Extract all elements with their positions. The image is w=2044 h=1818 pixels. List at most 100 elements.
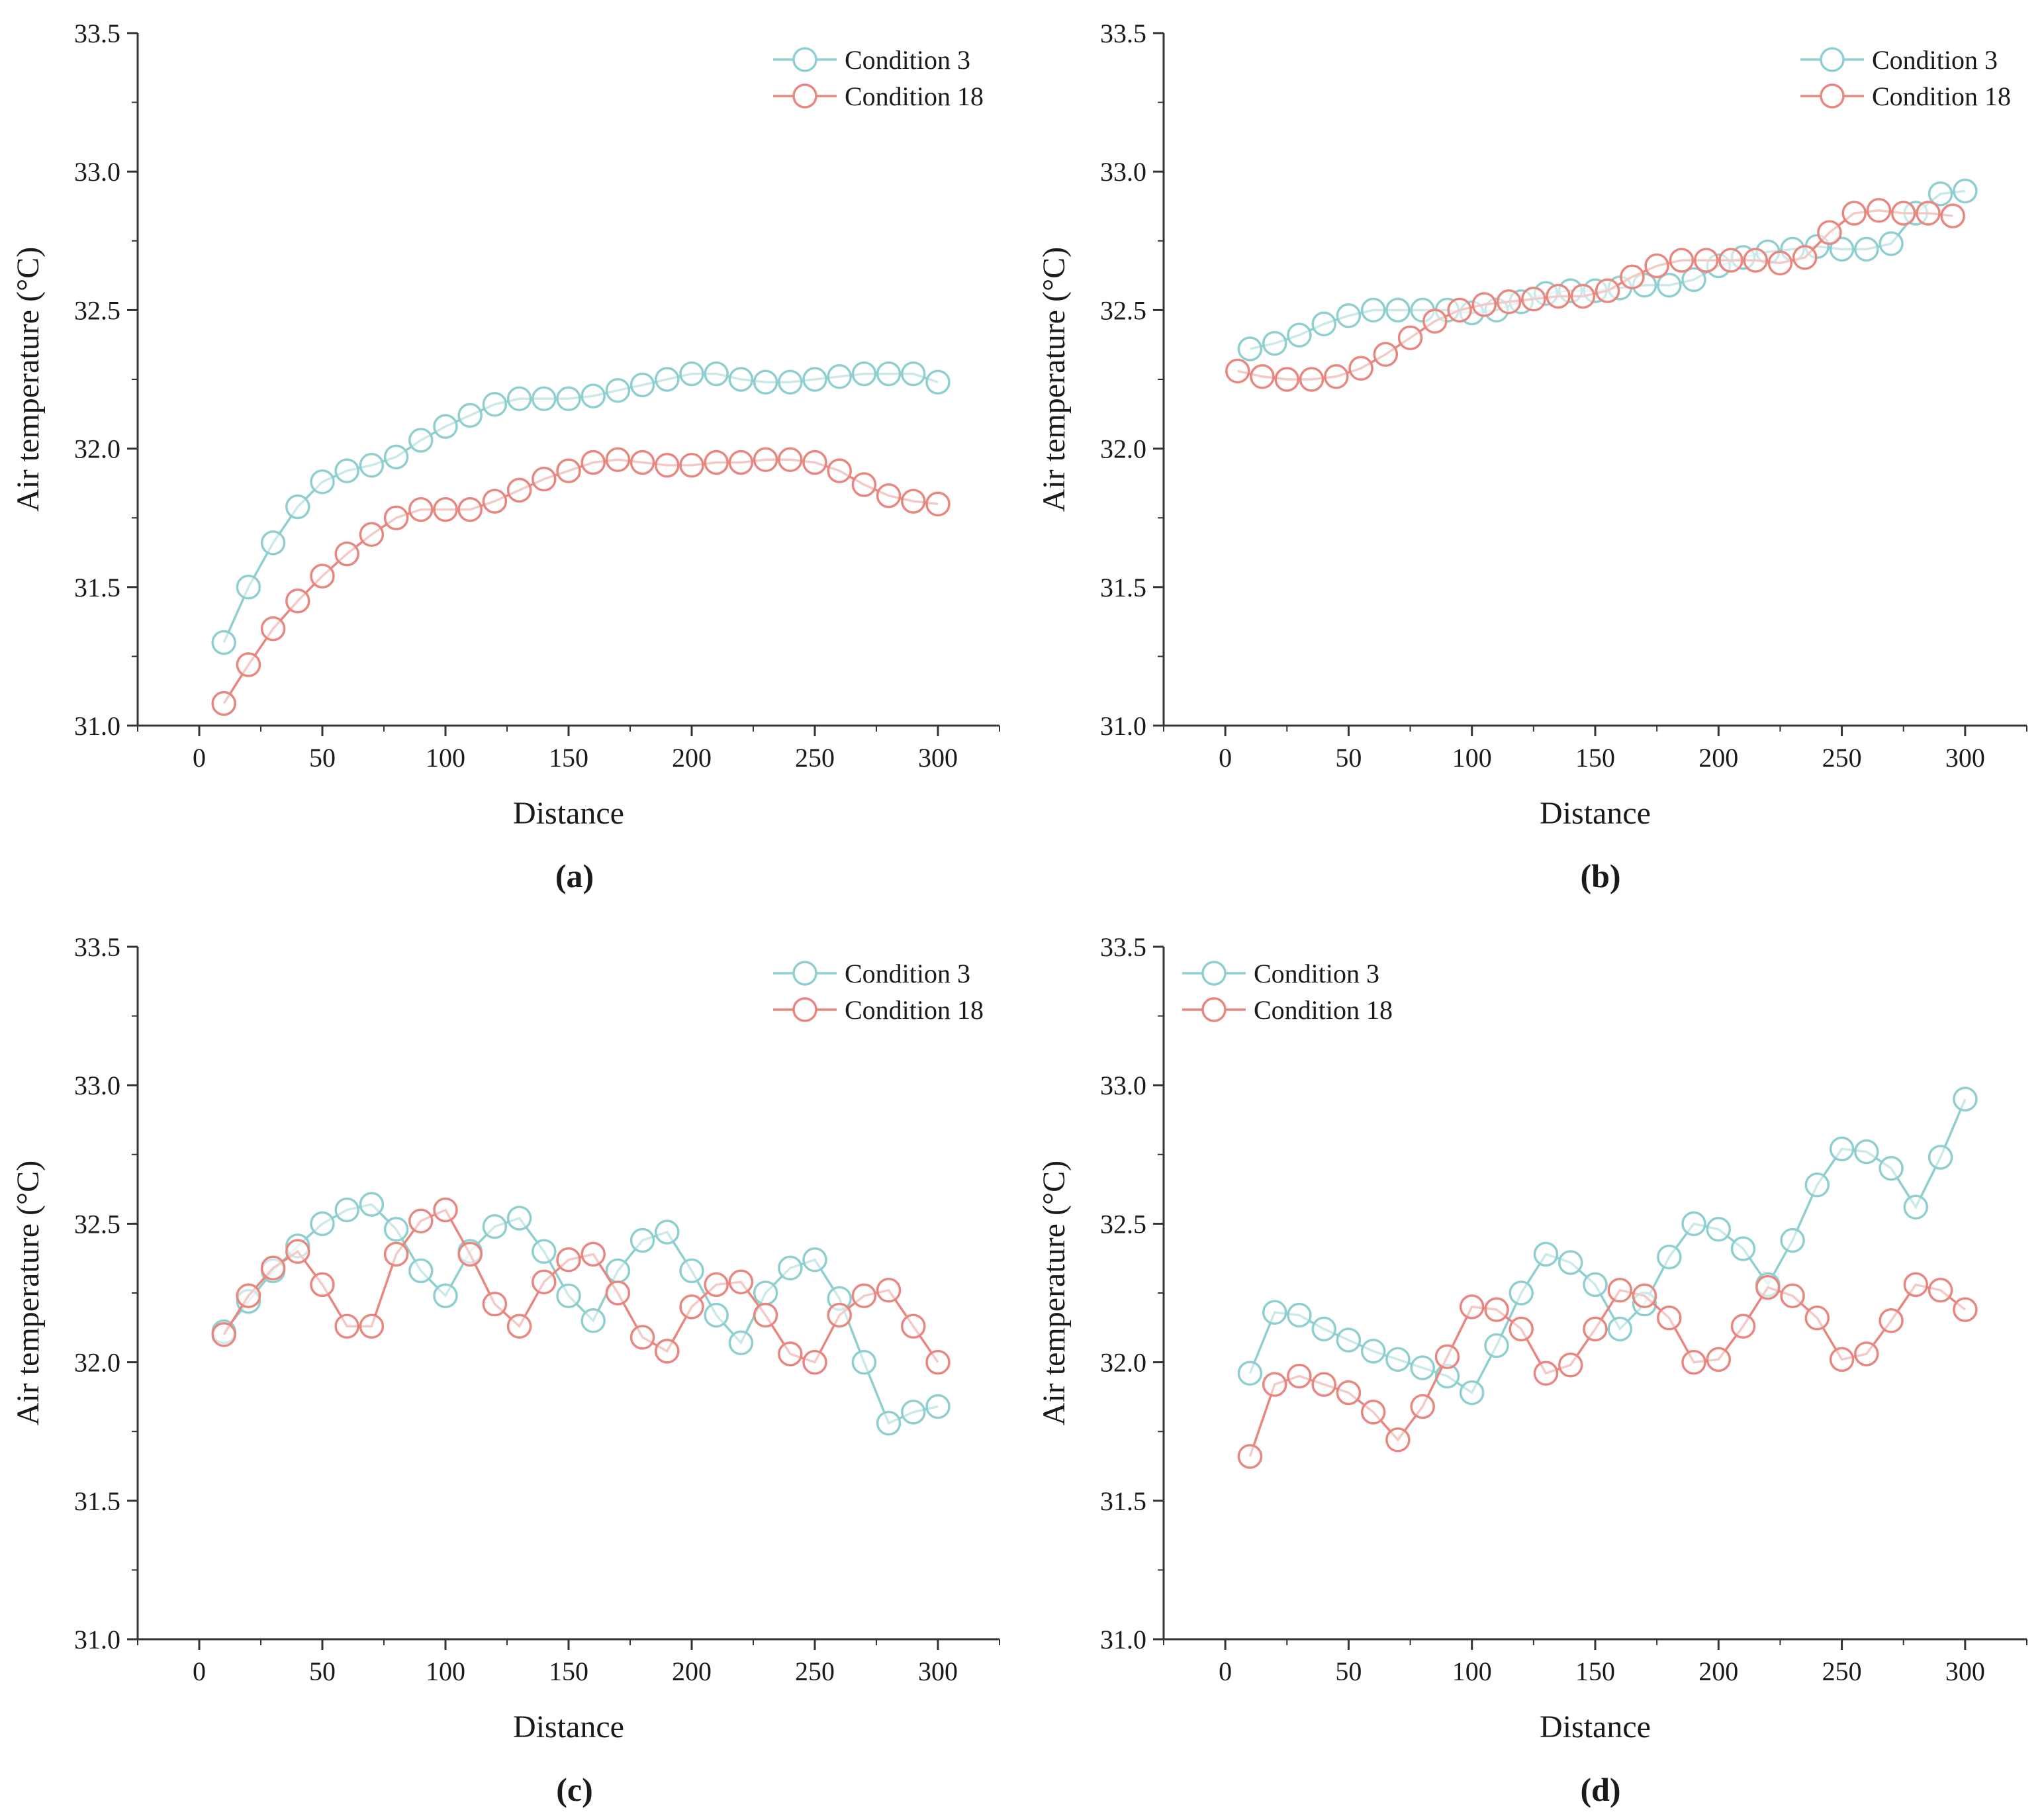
x-tick-label: 200 [672, 743, 712, 773]
data-point [1903, 1272, 1929, 1298]
data-point [383, 1217, 409, 1242]
data-point [359, 522, 385, 548]
x-tick-label: 300 [1945, 1656, 1985, 1686]
x-tick-label: 200 [672, 1656, 712, 1686]
legend-marker [792, 961, 817, 986]
series-condition-3 [1237, 178, 1978, 361]
y-tick-label: 31.0 [74, 1625, 120, 1654]
y-tick-label: 33.5 [74, 19, 120, 48]
x-tick-label: 100 [1452, 1656, 1492, 1686]
legend-item: Condition 18 [1800, 81, 2011, 111]
y-tick-label: 31.5 [74, 1486, 120, 1516]
data-point [1397, 325, 1423, 350]
x-axis-title: Distance [1540, 796, 1651, 831]
data-point [1447, 297, 1472, 323]
data-point [1681, 1211, 1706, 1237]
legend-label: Condition 18 [845, 81, 984, 111]
data-point [778, 1341, 803, 1366]
data-point [1879, 1155, 1904, 1181]
x-tick-label: 250 [795, 1656, 835, 1686]
data-point [1804, 1305, 1830, 1331]
data-point [1336, 303, 1362, 328]
x-tick-label: 0 [193, 743, 206, 773]
y-tick-label: 33.5 [1100, 932, 1146, 962]
data-point [1324, 364, 1349, 389]
data-point [704, 361, 729, 387]
y-axis-title: Air temperature (°C) [11, 1161, 46, 1425]
x-tick-label: 100 [426, 743, 465, 773]
data-point [433, 1283, 458, 1308]
series-condition-18 [1237, 1272, 1978, 1469]
data-point [532, 1269, 557, 1295]
data-point [778, 447, 803, 473]
data-point [1287, 322, 1312, 348]
data-point [1780, 1227, 1805, 1253]
data-point [310, 469, 335, 495]
data-point [1767, 250, 1793, 276]
data-point [728, 450, 754, 475]
data-point [1557, 1250, 1583, 1275]
data-point [260, 616, 286, 642]
x-tick-label: 150 [549, 1656, 588, 1686]
data-point [506, 1206, 532, 1231]
data-point [581, 383, 606, 408]
data-point [1730, 1314, 1756, 1339]
data-point [753, 369, 778, 395]
y-tick-label: 33.0 [74, 157, 120, 187]
data-point [629, 372, 655, 398]
data-point [1434, 1344, 1460, 1369]
y-tick-label: 31.5 [1100, 573, 1146, 602]
legend-label: Condition 18 [1254, 995, 1393, 1025]
data-point [556, 1283, 581, 1308]
data-point [1879, 231, 1904, 256]
data-point [1607, 1316, 1633, 1342]
legend-marker [1820, 47, 1845, 72]
data-point [1804, 1172, 1830, 1198]
y-tick-label: 32.0 [74, 434, 120, 464]
x-tick-label: 0 [1219, 743, 1232, 773]
data-point [1546, 283, 1571, 309]
x-tick-label: 300 [918, 1656, 958, 1686]
data-point [1706, 1347, 1732, 1372]
data-point [359, 1314, 385, 1339]
data-point [925, 1349, 951, 1375]
data-point [753, 1302, 778, 1328]
data-point [1829, 236, 1855, 262]
data-point [1620, 264, 1645, 289]
data-point [1348, 356, 1373, 381]
data-point [1928, 181, 1953, 207]
legend: Condition 3 Condition 18 [773, 45, 984, 111]
data-point [679, 1258, 704, 1284]
data-point [1657, 272, 1682, 298]
data-point [1385, 297, 1411, 323]
data-point [1792, 245, 1818, 270]
data-point [728, 1269, 754, 1295]
data-point [581, 450, 606, 475]
chart-panel-a: 31.0 31.5 32.0 32.5 33.0 33.5 0 50 100 150 200 250 3… [11, 19, 1000, 894]
data-point [876, 483, 902, 508]
legend-item: Condition 18 [773, 81, 984, 111]
data-point [310, 1211, 335, 1237]
data-point [211, 691, 236, 716]
chart-panel-d: 31.0 31.5 32.0 32.5 33.0 33.5 0 50 100 150 200 250 3… [1037, 932, 2027, 1808]
data-point [532, 466, 557, 492]
legend-marker [792, 47, 817, 72]
data-point [383, 505, 409, 530]
series-condition-3 [1237, 1086, 1978, 1406]
x-tick-label: 0 [1219, 1656, 1232, 1686]
legend: Condition 3 Condition 18 [773, 959, 984, 1025]
data-point [605, 447, 631, 473]
data-point [359, 1192, 385, 1217]
legend-marker [792, 997, 817, 1022]
data-point [408, 1258, 434, 1284]
data-point [655, 1220, 680, 1245]
data-point [1743, 248, 1768, 273]
data-point [433, 414, 458, 439]
data-point [1940, 203, 1965, 228]
data-point [457, 497, 483, 522]
series-line [222, 372, 939, 644]
data-point [1311, 1372, 1336, 1397]
y-axis-title: Air temperature (°C) [11, 247, 46, 512]
legend-item: Condition 18 [1182, 995, 1393, 1025]
